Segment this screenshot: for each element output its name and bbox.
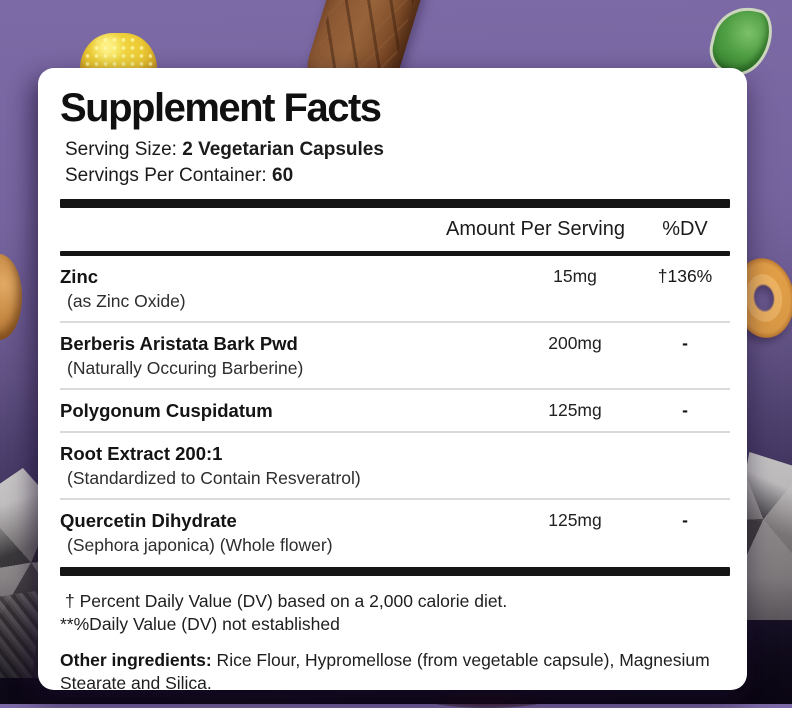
ingredient-subtext: (Sephora japonica) (Whole flower) [67,535,333,555]
ingredient-amount: 125mg [548,400,602,420]
ingredient-name-cell: Zinc (as Zinc Oxide) [60,265,510,312]
ingredient-dv: - [682,510,688,530]
ingredient-subtext: (Standardized to Contain Resveratrol) [67,468,361,488]
footnote-not-established: **%Daily Value (DV) not established [60,614,340,634]
servings-per-container-label: Servings Per Container: [65,165,272,186]
table-header-row: Amount Per Serving %DV [60,208,730,251]
ingredient-subtext: (Naturally Occuring Barberine) [67,358,304,378]
serving-size-line: Serving Size: 2 Vegetarian Capsules [65,137,730,163]
ingredient-name: Quercetin Dihydrate [60,510,237,531]
ingredient-name-cell: Root Extract 200:1 (Standardized to Cont… [60,442,510,489]
ingredient-row: Polygonum Cuspidatum 125mg - [60,388,730,431]
ingredient-table: Zinc (as Zinc Oxide) 15mg †136% Berberis… [60,256,730,565]
serving-size-label: Serving Size: [65,139,183,160]
ingredient-amount: 15mg [553,266,597,286]
other-ingredients-label: Other ingredients: [60,650,212,670]
ingredient-row: Root Extract 200:1 (Standardized to Cont… [60,431,730,498]
ingredient-row: Zinc (as Zinc Oxide) 15mg †136% [60,256,730,321]
supplement-facts-panel: Supplement Facts Serving Size: 2 Vegetar… [38,68,747,693]
serving-size-value: 2 Vegetarian Capsules [182,139,384,160]
ingredient-subtext: (as Zinc Oxide) [67,291,186,311]
ingredient-name: Root Extract 200:1 [60,443,223,464]
ingredient-name: Berberis Aristata Bark Pwd [60,333,298,354]
ingredient-amount: 125mg [548,510,602,530]
footnote-daily-value: † Percent Daily Value (DV) based on a 2,… [65,591,508,611]
serving-info: Serving Size: 2 Vegetarian Capsules Serv… [60,137,730,189]
other-ingredients: Other ingredients: Rice Flour, Hypromell… [60,649,728,695]
ingredient-dv: †136% [657,266,713,286]
amount-column-header: Amount Per Serving [446,218,625,240]
dv-column-header: %DV [662,218,708,240]
ingredient-dv: - [682,400,688,420]
ingredient-name-cell: Berberis Aristata Bark Pwd (Naturally Oc… [60,332,510,379]
ingredient-name-cell: Quercetin Dihydrate (Sephora japonica) (… [60,509,510,556]
footnotes: † Percent Daily Value (DV) based on a 2,… [60,590,730,636]
ingredient-name: Zinc [60,266,99,287]
foil-wrapper-right [740,452,792,620]
divider-thick-top [60,199,730,208]
divider-thick-bottom [60,567,730,576]
orange-gummy-candy [0,254,22,340]
ingredient-row: Quercetin Dihydrate (Sephora japonica) (… [60,498,730,565]
ingredient-dv: - [682,333,688,353]
ingredient-name: Polygonum Cuspidatum [60,400,273,421]
panel-title: Supplement Facts [60,86,382,130]
servings-per-container-value: 60 [272,165,294,186]
ingredient-amount: 200mg [548,333,602,353]
ingredient-name-cell: Polygonum Cuspidatum [60,399,510,422]
ingredient-row: Berberis Aristata Bark Pwd (Naturally Oc… [60,321,730,388]
servings-per-container-line: Servings Per Container: 60 [65,163,730,189]
